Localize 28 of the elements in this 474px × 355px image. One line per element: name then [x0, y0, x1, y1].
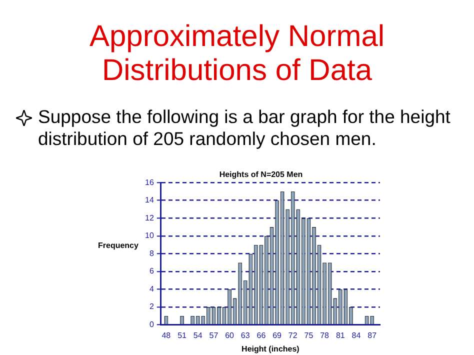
- y-tick-label: 14: [144, 196, 154, 205]
- y-tick-label: 16: [144, 178, 154, 187]
- y-tick-label: 4: [149, 284, 154, 294]
- x-tick-label: 72: [288, 330, 298, 340]
- x-tick-label: 69: [272, 330, 282, 340]
- y-tick-label: 6: [149, 266, 154, 276]
- x-tick-label: 63: [240, 330, 250, 340]
- text: Suppose the following is a bar graph for the height distribution of 205 randomly chosen men.: [38, 106, 452, 150]
- y-tick-label: 12: [144, 213, 154, 222]
- y-tick-label: 8: [149, 248, 154, 258]
- chart-title: Heights of N=205 Men: [219, 170, 303, 180]
- x-tick-label: 75: [304, 330, 314, 340]
- x-axis-title: Height (inches): [242, 344, 300, 354]
- x-tick-label: 81: [336, 330, 346, 340]
- x-tick-label: 78: [320, 330, 330, 340]
- x-tick-label: 60: [225, 330, 235, 340]
- x-tick-label: 57: [209, 330, 219, 340]
- y-tick-label: 2: [149, 302, 154, 312]
- y-tick-label: 10: [144, 231, 154, 240]
- x-tick-label: 84: [352, 330, 362, 340]
- x-tick-label: 51: [178, 330, 188, 340]
- x-tick-label: 87: [368, 330, 378, 340]
- x-tick-label: 66: [256, 330, 266, 340]
- x-tick-label: 54: [193, 330, 203, 340]
- x-tick-label: 48: [162, 330, 172, 340]
- y-axis-title: Frequency: [98, 240, 140, 250]
- text: Approximately Normal Distributions of Data: [88, 20, 386, 88]
- y-tick-label: 0: [149, 320, 154, 330]
